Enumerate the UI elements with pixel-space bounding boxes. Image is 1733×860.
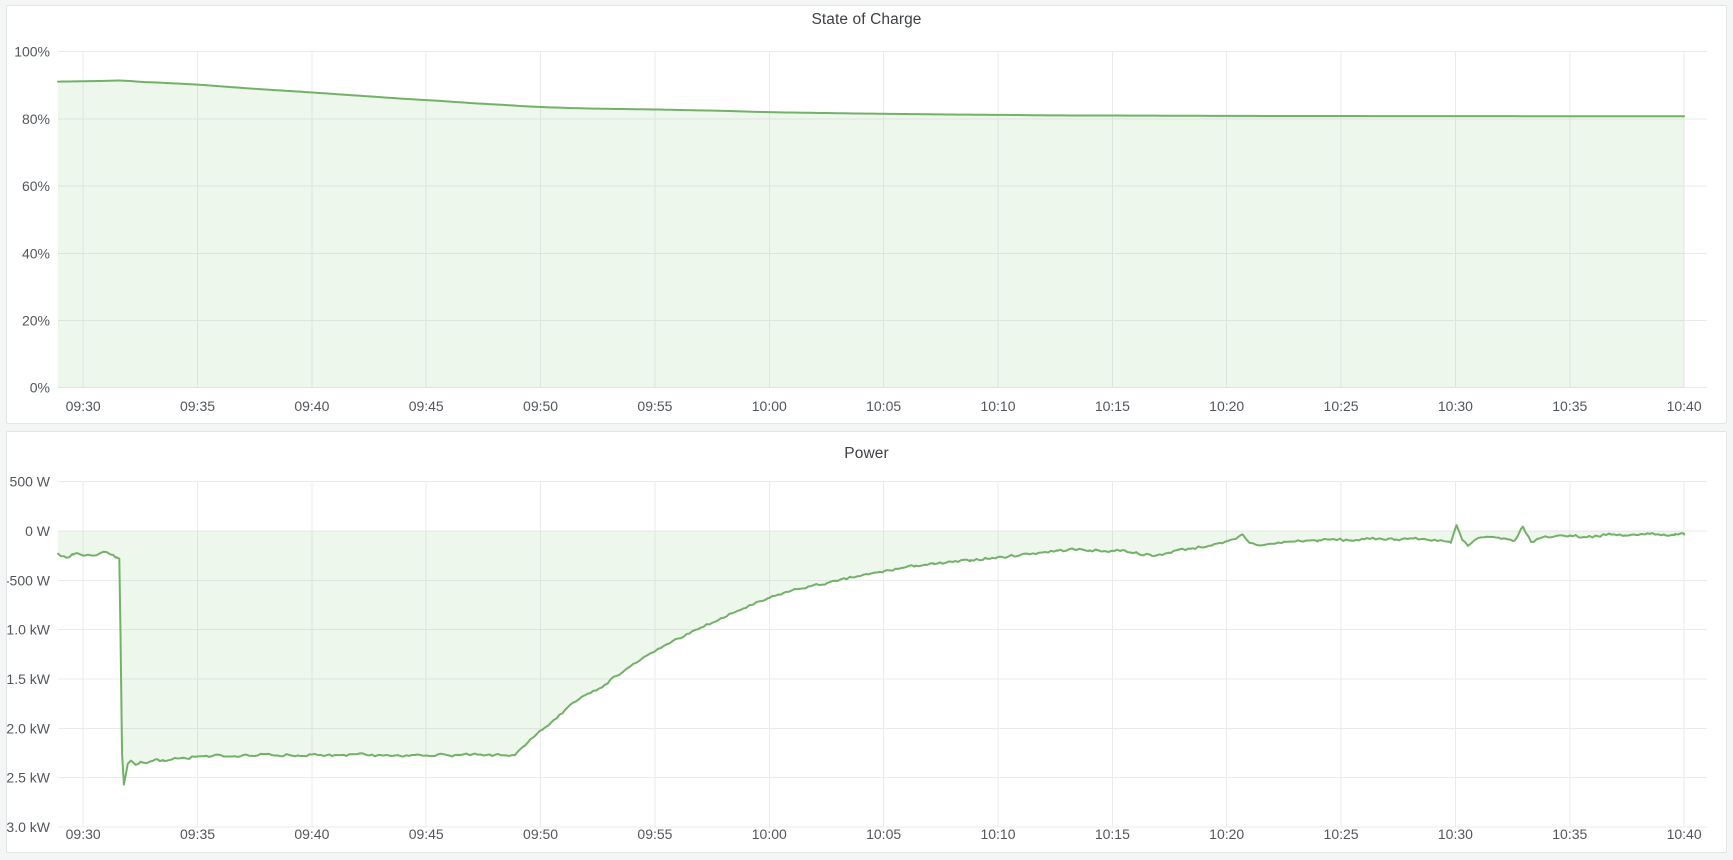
gridlines [58, 481, 1707, 828]
x-axis-labels: 09:30 09:35 09:40 09:45 09:50 09:55 10:00 10:05… [66, 826, 1702, 842]
x-tick-label: 10:35 [1552, 826, 1587, 842]
series-fill [58, 525, 1685, 785]
x-tick-label: 09:55 [637, 398, 672, 414]
x-tick-label: 10:30 [1438, 398, 1473, 414]
x-tick-label: 09:55 [637, 826, 672, 842]
power-panel-title[interactable]: Power [844, 445, 889, 462]
x-tick-label: 10:15 [1095, 826, 1130, 842]
x-tick-label: 09:40 [294, 398, 329, 414]
series-line [57, 524, 1686, 786]
soc-panel: State of Charge 100% 80% 60% 40% 20% 0% 09:30 0… [6, 5, 1727, 424]
y-tick-label: 0% [30, 380, 50, 396]
y-tick-label: 20% [22, 313, 50, 329]
y-tick-label: 100% [14, 44, 50, 60]
x-tick-label: 10:20 [1209, 398, 1244, 414]
x-tick-label: 10:05 [866, 826, 901, 842]
y-axis-labels: 100% 80% 60% 40% 20% 0% [14, 44, 50, 396]
x-tick-label: 09:45 [409, 826, 444, 842]
x-tick-label: 10:35 [1552, 398, 1587, 414]
x-tick-label: 10:40 [1667, 826, 1702, 842]
x-tick-label: 09:40 [294, 826, 329, 842]
x-axis-labels: 09:30 09:35 09:40 09:45 09:50 09:55 10:00 10:05… [66, 398, 1702, 414]
y-axis-labels: 500 W 0 W -500 W -1.0 kW -1.5 kW -2.0 kW -2.5 … [7, 474, 51, 835]
x-tick-label: 10:20 [1209, 826, 1244, 842]
x-tick-label: 10:15 [1095, 398, 1130, 414]
y-tick-label: 500 W [10, 474, 51, 490]
y-tick-label: -1.0 kW [7, 622, 51, 638]
gridlines [58, 51, 1707, 389]
x-tick-label: 09:30 [66, 398, 101, 414]
y-tick-label: -3.0 kW [7, 819, 51, 835]
power-chart[interactable]: 500 W 0 W -500 W -1.0 kW -1.5 kW -2.0 kW -2.5 … [7, 432, 1726, 852]
soc-panel-title[interactable]: State of Charge [811, 11, 922, 28]
series-fill [58, 80, 1685, 388]
y-tick-label: -2.5 kW [7, 770, 51, 786]
y-tick-label: 60% [22, 178, 50, 194]
x-tick-label: 09:50 [523, 398, 558, 414]
x-tick-label: 09:35 [180, 826, 215, 842]
x-tick-label: 09:35 [180, 398, 215, 414]
power-panel: Power 500 W 0 W -500 W -1.0 kW -1.5 kW -2.0 k… [6, 431, 1727, 853]
x-tick-label: 10:25 [1324, 398, 1359, 414]
x-tick-label: 10:25 [1324, 826, 1359, 842]
x-tick-label: 10:10 [980, 826, 1015, 842]
y-tick-label: -2.0 kW [7, 720, 51, 736]
series-line [57, 79, 1686, 118]
x-tick-label: 09:30 [66, 826, 101, 842]
x-tick-label: 10:05 [866, 398, 901, 414]
x-tick-label: 09:50 [523, 826, 558, 842]
x-tick-label: 10:30 [1438, 826, 1473, 842]
x-tick-label: 10:40 [1667, 398, 1702, 414]
soc-chart[interactable]: 100%80%60%40%20%0%09:30 09:35 09:40 09:45 09… [7, 6, 1726, 423]
x-tick-label: 10:10 [980, 398, 1015, 414]
x-tick-label: 10:00 [752, 826, 787, 842]
x-tick-label: 09:45 [409, 398, 444, 414]
y-tick-label: 80% [22, 111, 50, 127]
y-tick-label: -500 W [7, 572, 51, 588]
x-tick-label: 10:00 [752, 398, 787, 414]
y-tick-label: 40% [22, 245, 50, 261]
y-tick-label: 0 W [25, 523, 51, 539]
y-tick-label: -1.5 kW [7, 671, 51, 687]
